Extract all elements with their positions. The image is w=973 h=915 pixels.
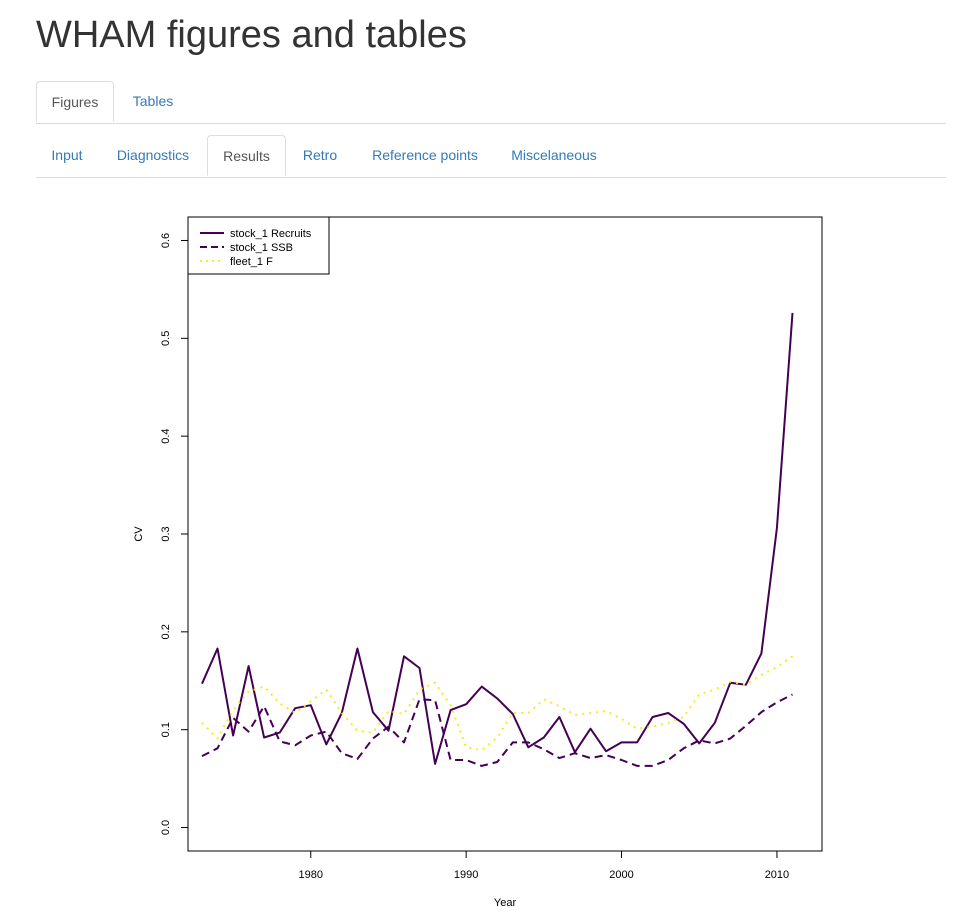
x-tick-label: 1990 bbox=[454, 869, 478, 881]
x-tick-label: 2000 bbox=[609, 869, 633, 881]
y-tick-label: 0.2 bbox=[160, 624, 172, 639]
x-tick-label: 1980 bbox=[299, 869, 323, 881]
legend-box bbox=[187, 216, 330, 275]
series-line-3 bbox=[201, 655, 794, 752]
series-layer bbox=[201, 312, 794, 767]
series-line-1 bbox=[201, 312, 794, 765]
tab-input[interactable]: Input bbox=[51, 147, 83, 163]
legend-label: fleet_1 F bbox=[230, 256, 273, 268]
y-tick-label: 0.6 bbox=[160, 233, 172, 248]
chart-legend: stock_1 Recruits stock_1 SSB fleet_1 F bbox=[187, 216, 330, 275]
y-tick-label: 0.4 bbox=[160, 429, 172, 444]
sub-tab-bar: Input Diagnostics Results Retro Referenc… bbox=[36, 135, 946, 178]
y-tick-label: 0.0 bbox=[160, 820, 172, 835]
tab-miscelaneous[interactable]: Miscelaneous bbox=[511, 147, 597, 163]
tab-figures[interactable]: Figures bbox=[36, 81, 114, 122]
x-axis-title: Year bbox=[494, 897, 517, 909]
x-axis: 1980 1990 2000 2010 bbox=[299, 850, 789, 881]
y-axis-title: CV bbox=[133, 526, 145, 542]
series-line-2 bbox=[201, 693, 793, 767]
plot-frame bbox=[187, 216, 823, 852]
tab-results[interactable]: Results bbox=[207, 135, 286, 176]
y-axis: 0.0 0.1 0.2 0.3 0.4 0.5 0.6 bbox=[160, 233, 189, 835]
main-tab-bar: Figures Tables bbox=[36, 81, 946, 124]
y-tick-label: 0.3 bbox=[160, 526, 172, 541]
page-title: WHAM figures and tables bbox=[36, 14, 467, 56]
tab-reference-points[interactable]: Reference points bbox=[372, 147, 478, 163]
y-tick-label: 0.5 bbox=[160, 331, 172, 346]
tab-tables[interactable]: Tables bbox=[132, 93, 174, 109]
tab-diagnostics[interactable]: Diagnostics bbox=[116, 147, 190, 163]
legend-label: stock_1 Recruits bbox=[230, 228, 312, 240]
legend-label: stock_1 SSB bbox=[230, 242, 293, 254]
tab-retro[interactable]: Retro bbox=[302, 147, 338, 163]
x-tick-label: 2010 bbox=[765, 869, 789, 881]
y-tick-label: 0.1 bbox=[160, 722, 172, 737]
cv-line-chart: 1980 1990 2000 2010 0.0 0.1 0.2 0.3 0.4 0.5 0.6 Y… bbox=[133, 216, 823, 909]
